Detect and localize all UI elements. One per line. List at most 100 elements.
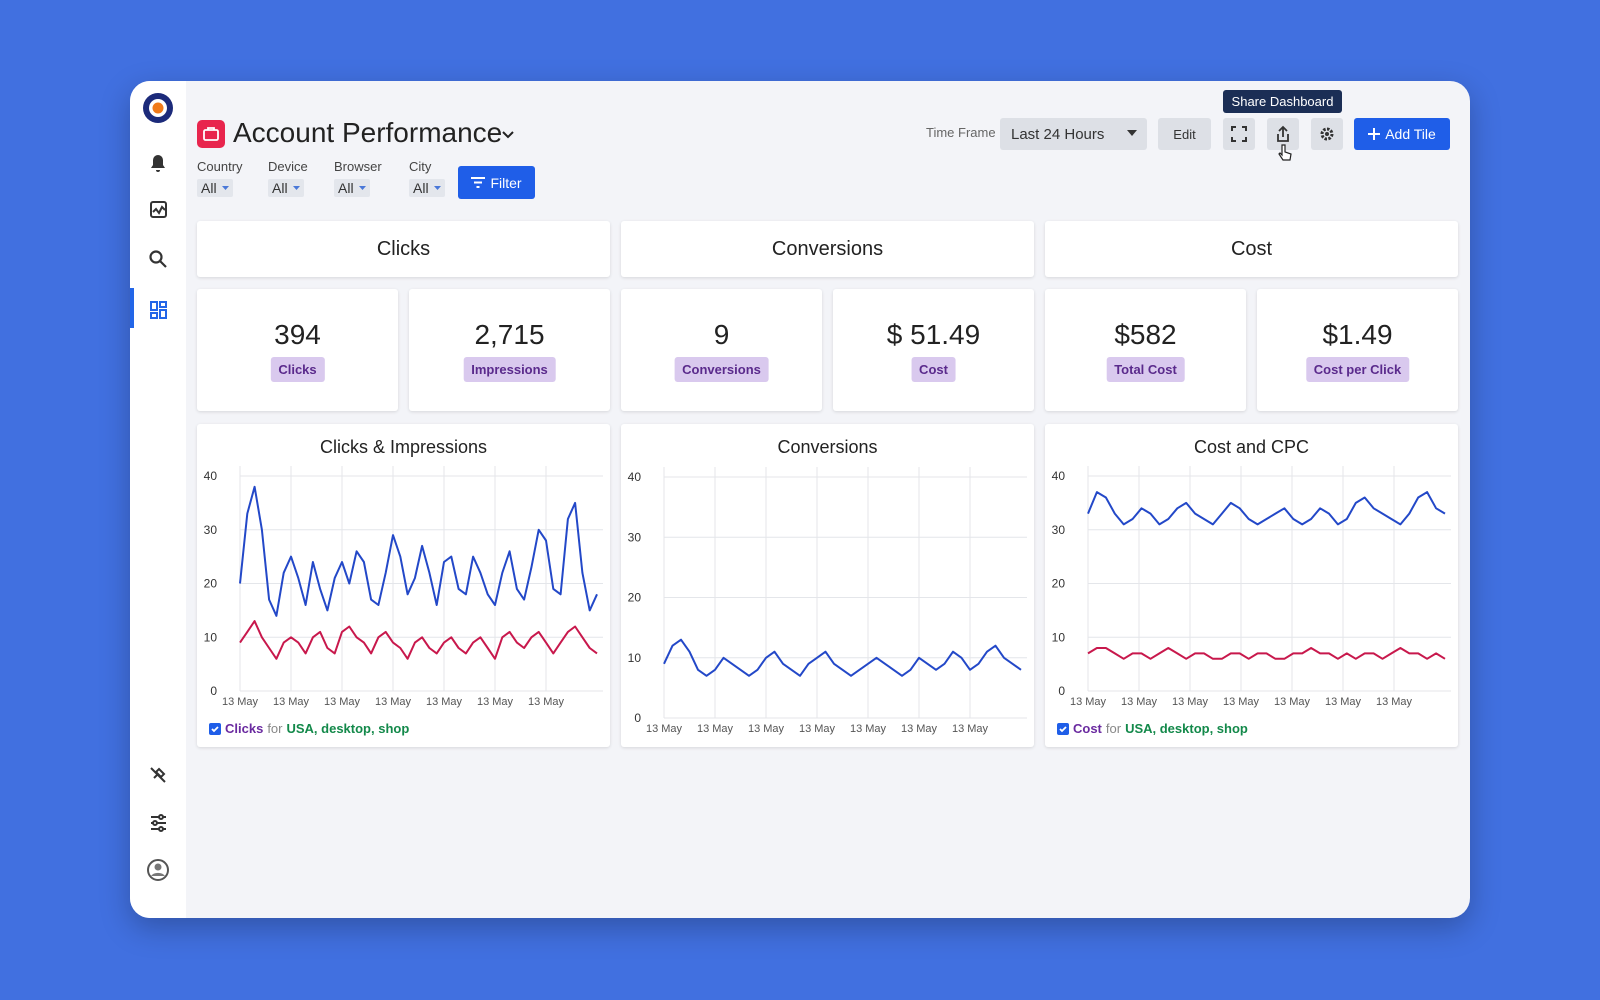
- x-tick-label: 13 May: [901, 723, 938, 735]
- chart-card: Conversions 0 10 20 30 40 13 May 13 May 13 May 13…: [621, 424, 1034, 747]
- add-tile-label: Add Tile: [1385, 126, 1436, 142]
- cursor: [1278, 144, 1292, 161]
- kpi-label: Clicks: [270, 357, 325, 382]
- y-tick-label: 40: [628, 470, 642, 484]
- legend-metric: Clicks: [225, 721, 264, 736]
- filter-label: Browser: [334, 159, 382, 174]
- y-tick-label: 30: [204, 523, 218, 537]
- legend-checkbox[interactable]: [1057, 722, 1069, 735]
- chart-card: Cost and CPC 0 10 20 30 40 13 May 13 May 13 May 1…: [1045, 424, 1458, 747]
- y-tick-label: 20: [1052, 577, 1066, 591]
- dashboard-title[interactable]: Account Performance: [233, 117, 503, 148]
- add-tile-button[interactable]: Add Tile: [1354, 118, 1450, 150]
- y-tick-label: 0: [634, 711, 641, 725]
- chart-title: Cost and CPC: [1194, 437, 1309, 457]
- time-frame-value: Last 24 Hours: [1011, 125, 1105, 143]
- x-tick-label: 13 May: [1223, 696, 1260, 708]
- filter-value[interactable]: All: [197, 179, 233, 197]
- filter-button[interactable]: Filter: [458, 166, 535, 199]
- x-tick-label: 13 May: [1325, 696, 1362, 708]
- x-tick-label: 13 May: [273, 696, 310, 708]
- x-tick-label: 13 May: [222, 696, 259, 708]
- dashboard-window: Account Performance Time Frame Last 24 H…: [130, 81, 1470, 918]
- y-tick-label: 40: [1052, 469, 1066, 483]
- x-tick-label: 13 May: [1274, 696, 1311, 708]
- legend-filters: USA, desktop, shop: [286, 721, 410, 736]
- kpi-label: Cost per Click: [1305, 357, 1410, 382]
- series-line: [663, 638, 1022, 677]
- kpi-card: 394 Clicks: [197, 289, 398, 411]
- filter-label: City: [409, 159, 432, 174]
- kpi-value: 9: [713, 319, 730, 350]
- x-tick-label: 13 May: [697, 723, 734, 735]
- time-frame-select[interactable]: Last 24 Hours: [1000, 118, 1147, 150]
- title-chevron[interactable]: [501, 129, 515, 139]
- chart-title: Conversions: [777, 437, 877, 457]
- kpi-card: $582 Total Cost: [1045, 289, 1246, 411]
- y-tick-label: 20: [628, 591, 642, 605]
- x-tick-label: 13 May: [426, 696, 463, 708]
- kpi-value: $1.49: [1322, 319, 1393, 350]
- chart: Clicks & Impressions 0 10 20 30 40 13 May 13 Ma…: [204, 437, 603, 708]
- y-tick-label: 10: [1052, 630, 1066, 644]
- filter-value[interactable]: All: [268, 179, 304, 197]
- y-tick-label: 30: [1052, 523, 1066, 537]
- settings-icon[interactable]: [151, 814, 166, 832]
- chart: Cost and CPC 0 10 20 30 40 13 May 13 May 13 May 1…: [1052, 437, 1451, 708]
- section-header: Cost: [1045, 221, 1458, 277]
- legend-for: for: [1105, 721, 1122, 736]
- legend-filters: USA, desktop, shop: [1125, 721, 1248, 736]
- charts-icon[interactable]: [150, 201, 167, 218]
- sidebar-icons: [130, 93, 173, 881]
- series-line: [239, 620, 598, 660]
- series-line: [1087, 647, 1446, 660]
- kpi-label: Conversions: [674, 357, 769, 382]
- filter-value[interactable]: All: [409, 179, 445, 197]
- section-header: Clicks: [197, 221, 610, 277]
- filter-label: Device: [268, 159, 308, 174]
- kpi-value: $ 51.49: [886, 319, 981, 350]
- x-tick-label: 13 May: [324, 696, 361, 708]
- fullscreen-button[interactable]: [1223, 118, 1255, 150]
- active-indicator: [130, 288, 134, 328]
- kpi-label: Cost: [911, 357, 956, 382]
- kpi-value: 394: [274, 319, 321, 350]
- x-tick-label: 13 May: [748, 723, 785, 735]
- legend-metric: Cost: [1073, 721, 1102, 736]
- x-tick-label: 13 May: [1070, 696, 1107, 708]
- filter-label: Country: [197, 159, 243, 174]
- sidebar: [130, 81, 186, 918]
- legend: Clicks for USA, desktop, shop: [209, 721, 409, 736]
- chart-card: Clicks & Impressions 0 10 20 30 40 13 May 13 Ma…: [197, 424, 610, 747]
- tooltip: Share Dashboard: [1223, 90, 1342, 113]
- x-tick-label: 13 May: [375, 696, 412, 708]
- legend: Cost for USA, desktop, shop: [1057, 721, 1248, 736]
- y-tick-label: 0: [210, 684, 217, 698]
- filter-value[interactable]: All: [334, 179, 370, 197]
- series-line: [1087, 491, 1446, 526]
- y-tick-label: 20: [204, 577, 218, 591]
- series-line: [239, 485, 598, 617]
- y-tick-label: 10: [628, 651, 642, 665]
- edit-button[interactable]: Edit: [1158, 118, 1211, 150]
- time-frame-label: Time Frame: [926, 125, 996, 140]
- kpi-value: 2,715: [474, 319, 545, 350]
- settings-button[interactable]: [1311, 118, 1343, 150]
- x-tick-label: 13 May: [1121, 696, 1158, 708]
- integrations-icon[interactable]: [150, 767, 166, 783]
- dashboard-icon: [197, 120, 225, 148]
- alerts-icon[interactable]: [151, 155, 165, 172]
- x-tick-label: 13 May: [477, 696, 514, 708]
- y-tick-label: 0: [1058, 684, 1065, 698]
- dashboards-icon[interactable]: [150, 301, 167, 319]
- y-tick-label: 30: [628, 530, 642, 544]
- x-tick-label: 13 May: [1376, 696, 1413, 708]
- x-tick-label: 13 May: [799, 723, 836, 735]
- kpi-label: Impressions: [463, 357, 556, 382]
- legend-checkbox[interactable]: [209, 722, 221, 735]
- y-tick-label: 40: [204, 469, 218, 483]
- profile-icon[interactable]: [147, 859, 169, 881]
- kpi-label: Total Cost: [1106, 357, 1185, 382]
- search-icon[interactable]: [149, 250, 167, 268]
- section-header: Conversions: [621, 221, 1034, 277]
